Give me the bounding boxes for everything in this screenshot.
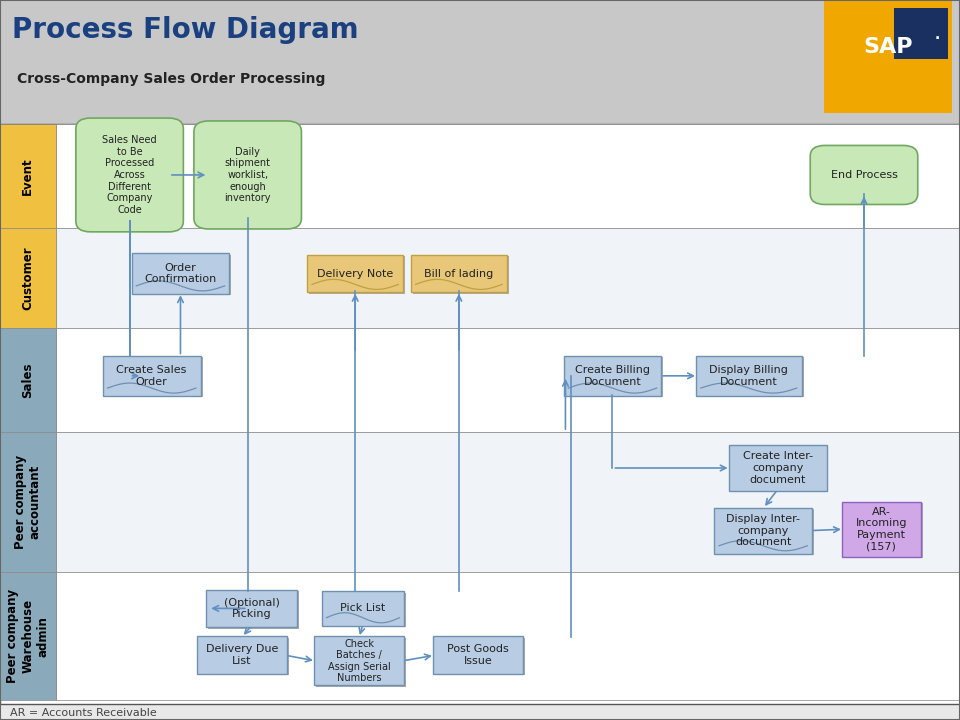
FancyBboxPatch shape bbox=[56, 328, 960, 432]
FancyBboxPatch shape bbox=[199, 638, 289, 675]
FancyBboxPatch shape bbox=[322, 591, 404, 626]
FancyBboxPatch shape bbox=[307, 255, 403, 292]
FancyBboxPatch shape bbox=[729, 445, 827, 491]
Text: Create Billing
Document: Create Billing Document bbox=[575, 365, 650, 387]
FancyBboxPatch shape bbox=[731, 446, 828, 492]
FancyBboxPatch shape bbox=[314, 636, 404, 685]
Text: AR-
Incoming
Payment
(157): AR- Incoming Payment (157) bbox=[855, 507, 907, 552]
Text: End Process: End Process bbox=[830, 170, 898, 180]
FancyBboxPatch shape bbox=[56, 572, 960, 700]
FancyBboxPatch shape bbox=[413, 256, 509, 294]
FancyBboxPatch shape bbox=[565, 357, 663, 397]
FancyBboxPatch shape bbox=[103, 356, 201, 396]
FancyBboxPatch shape bbox=[411, 255, 507, 292]
FancyBboxPatch shape bbox=[132, 253, 229, 294]
Text: (Optional)
Picking: (Optional) Picking bbox=[224, 598, 279, 619]
FancyBboxPatch shape bbox=[716, 509, 814, 555]
FancyBboxPatch shape bbox=[810, 145, 918, 204]
FancyBboxPatch shape bbox=[133, 255, 231, 295]
Text: Post Goods
Issue: Post Goods Issue bbox=[447, 644, 509, 666]
Text: Sales: Sales bbox=[21, 362, 35, 397]
Text: Display Billing
Document: Display Billing Document bbox=[709, 365, 788, 387]
FancyBboxPatch shape bbox=[324, 593, 406, 627]
FancyBboxPatch shape bbox=[56, 432, 960, 572]
Text: Pick List: Pick List bbox=[340, 603, 386, 613]
Text: Event: Event bbox=[21, 157, 35, 195]
FancyBboxPatch shape bbox=[842, 502, 921, 557]
Text: Delivery Due
List: Delivery Due List bbox=[205, 644, 278, 666]
FancyBboxPatch shape bbox=[56, 228, 960, 328]
Text: AR = Accounts Receivable: AR = Accounts Receivable bbox=[10, 708, 156, 718]
FancyBboxPatch shape bbox=[0, 124, 960, 704]
Text: Peer company
accountant: Peer company accountant bbox=[13, 455, 42, 549]
FancyBboxPatch shape bbox=[698, 357, 804, 397]
Text: Customer: Customer bbox=[21, 246, 35, 310]
Text: SAP: SAP bbox=[863, 37, 913, 57]
FancyBboxPatch shape bbox=[824, 0, 952, 113]
FancyBboxPatch shape bbox=[316, 638, 406, 687]
FancyBboxPatch shape bbox=[0, 228, 56, 328]
FancyBboxPatch shape bbox=[564, 356, 661, 396]
Text: Daily
shipment
worklist,
enough
inventory: Daily shipment worklist, enough inventor… bbox=[225, 147, 271, 203]
Text: Delivery Note: Delivery Note bbox=[317, 269, 394, 279]
Text: .: . bbox=[934, 28, 940, 42]
Text: Cross-Company Sales Order Processing: Cross-Company Sales Order Processing bbox=[17, 72, 325, 86]
FancyBboxPatch shape bbox=[76, 118, 183, 232]
FancyBboxPatch shape bbox=[194, 121, 301, 229]
Text: Check
Batches /
Assign Serial
Numbers: Check Batches / Assign Serial Numbers bbox=[327, 639, 391, 683]
FancyBboxPatch shape bbox=[0, 124, 56, 228]
Text: Create Inter-
company
document: Create Inter- company document bbox=[742, 451, 813, 485]
Text: Create Sales
Order: Create Sales Order bbox=[116, 365, 187, 387]
Text: Display Inter-
company
document: Display Inter- company document bbox=[726, 514, 801, 547]
FancyBboxPatch shape bbox=[696, 356, 802, 396]
FancyBboxPatch shape bbox=[309, 256, 405, 294]
Text: Peer company
Warehouse
admin: Peer company Warehouse admin bbox=[7, 589, 49, 683]
FancyBboxPatch shape bbox=[208, 591, 299, 629]
FancyBboxPatch shape bbox=[0, 328, 56, 432]
FancyBboxPatch shape bbox=[197, 636, 287, 674]
FancyBboxPatch shape bbox=[105, 357, 203, 397]
FancyBboxPatch shape bbox=[433, 636, 523, 674]
FancyBboxPatch shape bbox=[56, 124, 960, 228]
FancyBboxPatch shape bbox=[0, 572, 56, 700]
FancyBboxPatch shape bbox=[0, 432, 56, 572]
Text: Process Flow Diagram: Process Flow Diagram bbox=[12, 16, 358, 44]
Text: Order
Confirmation: Order Confirmation bbox=[144, 263, 217, 284]
FancyBboxPatch shape bbox=[844, 503, 923, 558]
FancyBboxPatch shape bbox=[714, 508, 812, 554]
FancyBboxPatch shape bbox=[895, 9, 948, 59]
FancyBboxPatch shape bbox=[0, 0, 960, 124]
Text: Bill of lading: Bill of lading bbox=[424, 269, 493, 279]
FancyBboxPatch shape bbox=[435, 638, 525, 675]
Text: Sales Need
to Be
Processed
Across
Different
Company
Code: Sales Need to Be Processed Across Differ… bbox=[103, 135, 156, 215]
FancyBboxPatch shape bbox=[206, 590, 297, 627]
